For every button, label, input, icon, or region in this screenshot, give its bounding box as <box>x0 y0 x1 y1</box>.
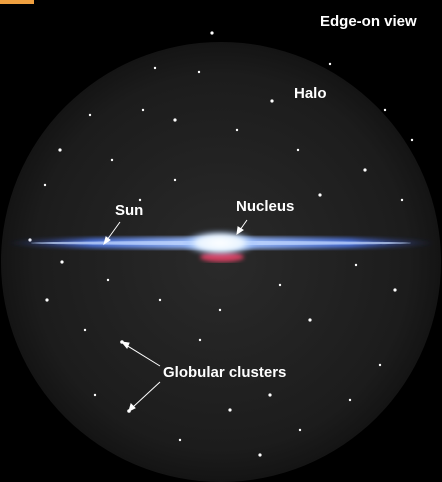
star <box>355 264 357 266</box>
star <box>236 129 238 131</box>
star <box>210 31 213 34</box>
star <box>159 299 161 301</box>
star <box>279 284 281 286</box>
corner-tab <box>0 0 34 4</box>
star <box>199 339 201 341</box>
star <box>94 394 96 396</box>
star <box>139 199 141 201</box>
view-title: Edge-on view <box>320 13 417 30</box>
star <box>173 118 176 121</box>
halo-label: Halo <box>294 85 327 102</box>
star <box>174 179 176 181</box>
nucleus-label: Nucleus <box>236 198 294 215</box>
star <box>60 260 63 263</box>
star <box>329 63 331 65</box>
star <box>258 453 261 456</box>
star <box>154 67 156 69</box>
star <box>299 429 301 431</box>
star <box>401 199 403 201</box>
star <box>45 298 48 301</box>
star <box>228 408 231 411</box>
globular-clusters-label: Globular clusters <box>163 364 286 381</box>
diagram: Edge-on view Halo Sun Nucleus Globular c… <box>0 0 442 482</box>
star <box>142 109 144 111</box>
halo-sphere <box>1 42 441 482</box>
star <box>219 309 221 311</box>
star <box>111 159 113 161</box>
star <box>308 318 311 321</box>
page: Edge-on view Halo Sun Nucleus Globular c… <box>0 0 442 482</box>
star <box>384 109 386 111</box>
star <box>198 71 200 73</box>
star <box>349 399 351 401</box>
star <box>44 184 46 186</box>
star <box>363 168 366 171</box>
star <box>84 329 86 331</box>
star <box>58 148 61 151</box>
star <box>268 393 271 396</box>
star <box>393 288 396 291</box>
star <box>411 139 413 141</box>
star <box>379 364 381 366</box>
star <box>89 114 91 116</box>
sun-label: Sun <box>115 202 143 219</box>
star <box>270 99 273 102</box>
star <box>318 193 321 196</box>
star <box>297 149 299 151</box>
nucleus-bulge <box>182 230 258 256</box>
star <box>179 439 181 441</box>
star <box>107 279 109 281</box>
